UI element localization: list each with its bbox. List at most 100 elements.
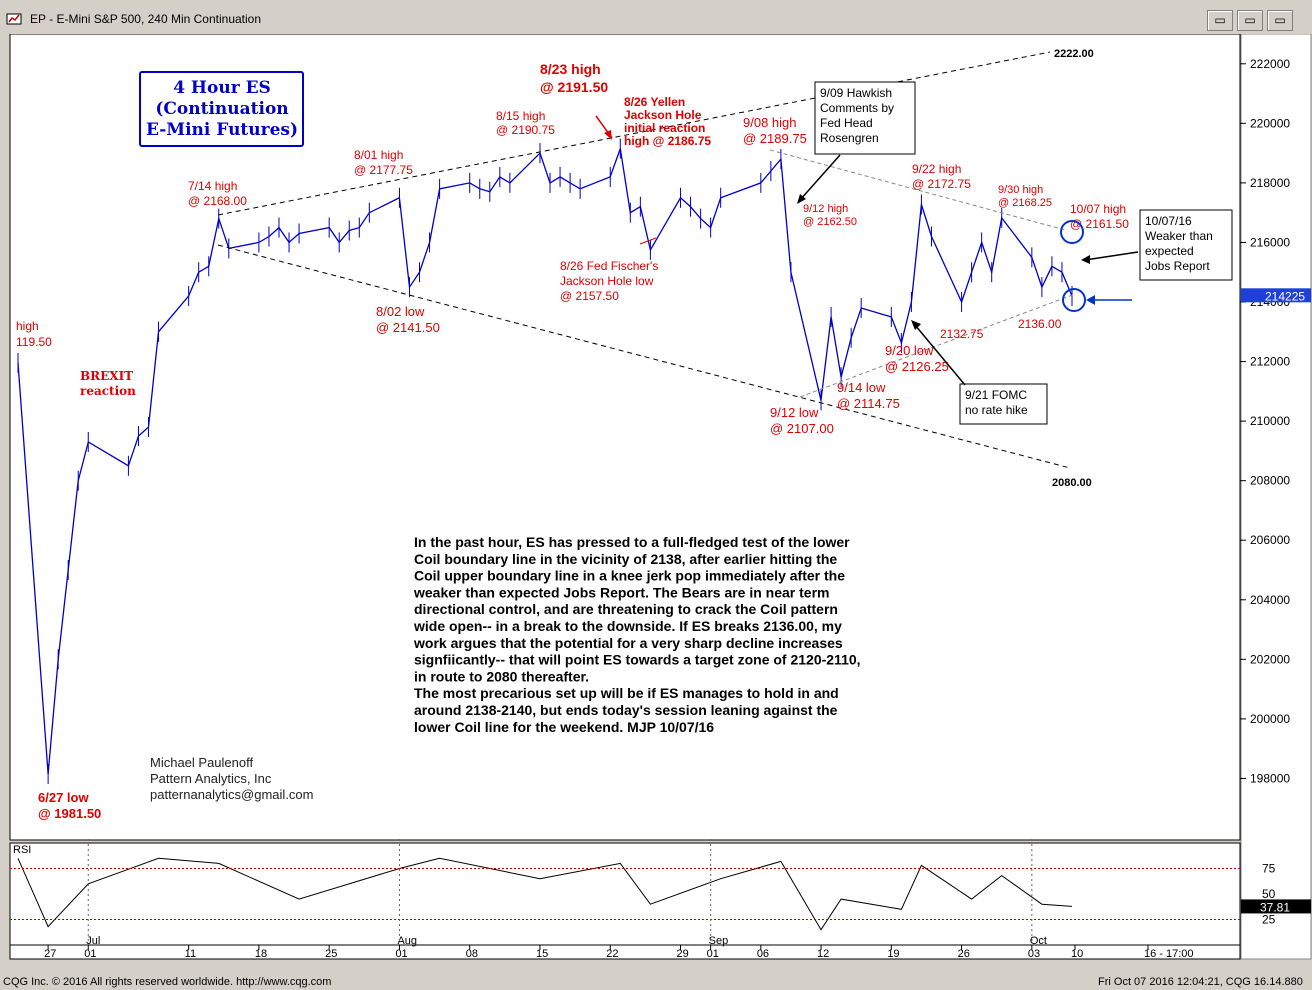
- jobs-callout-line-2: expected: [1145, 244, 1194, 258]
- aug26-yellen-label-line-0: 8/26 Yellen: [624, 95, 685, 109]
- x-day-label-14: 26: [958, 948, 970, 960]
- author-line-0: Michael Paulenoff: [150, 755, 253, 770]
- pennant-upper-line: [769, 149, 1066, 231]
- x-day-label-8: 22: [606, 948, 618, 960]
- x-day-label-5: 01: [395, 948, 407, 960]
- x-day-label-6: 08: [466, 948, 478, 960]
- coil-test-arrow-head: [1086, 295, 1095, 305]
- aug26-yellen-label-line-3: high @ 2186.75: [624, 134, 711, 148]
- sep12-high-label-line-0: 9/12 high: [803, 203, 848, 215]
- y-tick-label-6: 210000: [1250, 414, 1290, 428]
- sep12-high-label-line-1: @ 2162.50: [803, 216, 857, 228]
- sep14-low-label-line-0: 9/14 low: [837, 380, 886, 395]
- commentary-line-3: weaker than expected Jobs Report. The Be…: [413, 584, 830, 600]
- x-day-label-1: 01: [84, 948, 96, 960]
- aug23-high-label-line-0: 8/23 high: [540, 61, 601, 77]
- x-day-label-13: 19: [887, 948, 899, 960]
- author-line-1: Pattern Analytics, Inc: [150, 771, 272, 786]
- aug15-high-label-line-0: 8/15 high: [496, 109, 545, 123]
- aug15-high-label-line-1: @ 2190.75: [496, 123, 555, 137]
- sep20-low-label-line-0: 9/20 low: [885, 343, 934, 358]
- jul14-high-label-line-0: 7/14 high: [188, 179, 237, 193]
- author-line-2: patternanalytics@gmail.com: [150, 787, 313, 802]
- x-day-label-17: 16 - 17:00: [1144, 948, 1194, 960]
- sep12-low-label-line-1: @ 2107.00: [770, 421, 834, 436]
- chart-title-box: [139, 71, 304, 147]
- sep30-high-label-line-1: @ 2168.25: [998, 197, 1052, 209]
- aug26-fischer-label-line-2: @ 2157.50: [560, 289, 619, 303]
- aug26-yellen-label-line-1: Jackson Hole: [624, 108, 702, 122]
- rsi-tick-label-0: 75: [1262, 862, 1276, 876]
- status-time: Fri Oct 07 2016 12:04:21, CQG 16.14.880: [1098, 976, 1303, 988]
- maximize-button[interactable]: ▭: [1267, 10, 1293, 31]
- brexit-label-line-0: BREXIT: [80, 369, 133, 383]
- jobs-arrow: [1084, 251, 1139, 261]
- x-day-label-10: 01: [707, 948, 719, 960]
- aug23-arrow-head: [604, 130, 612, 140]
- x-day-label-16: 10: [1071, 948, 1083, 960]
- commentary-line-9: The most precarious set up will be if ES…: [414, 685, 839, 701]
- y-axis-band: [1240, 34, 1312, 960]
- sep12-low-label-line-0: 9/12 low: [770, 405, 819, 420]
- low-2136-label: 2136.00: [1018, 317, 1062, 331]
- commentary-line-4: directional control, and are threatening…: [414, 601, 838, 617]
- rsi-current-box: [1241, 899, 1311, 914]
- chart-title-line-1: (Continuation: [155, 99, 288, 119]
- y-tick-label-10: 202000: [1250, 652, 1290, 666]
- jobs-arrow-head: [1081, 255, 1090, 264]
- commentary-line-0: In the past hour, ES has pressed to a fu…: [414, 534, 850, 550]
- y-tick-label-11: 200000: [1250, 712, 1290, 726]
- oct07-high-label-line-0: 10/07 high: [1070, 202, 1126, 216]
- price-panel: [9, 34, 1241, 841]
- x-month-label-2: Sep: [709, 935, 729, 947]
- lower-coil-trendline: [217, 244, 1071, 469]
- sep22-high-label-line-0: 9/22 high: [912, 162, 961, 176]
- y-tick-label-12: 198000: [1250, 771, 1290, 785]
- window-title: EP - E-Mini S&P 500, 240 Min Continuatio…: [30, 12, 262, 26]
- rosengren-callout-line-3: Rosengren: [820, 131, 879, 145]
- rsi-panel: [9, 842, 1241, 946]
- rosengren-arrow-head: [797, 194, 806, 204]
- rsi-series-line: [17, 857, 1073, 931]
- x-day-label-3: 18: [255, 948, 267, 960]
- x-day-label-11: 06: [757, 948, 769, 960]
- commentary-line-6: work argues that the potential for a ver…: [413, 635, 843, 651]
- aug02-low-label-line-1: @ 2141.50: [376, 320, 440, 335]
- chart-area: 2220002200002180002160002140002120002100…: [9, 34, 1312, 960]
- sep22-high-label-line-1: @ 2172.75: [912, 177, 971, 191]
- fomc-callout-line-1: no rate hike: [965, 403, 1028, 417]
- aug26-yellen-label-line-2: initial reaction: [624, 121, 705, 135]
- x-day-label-4: 25: [325, 948, 337, 960]
- aug23-high-label-line-1: @ 2191.50: [540, 79, 608, 95]
- aug02-low-label-line-0: 8/02 low: [376, 304, 425, 319]
- aug01-high-label-line-1: @ 2177.75: [354, 163, 413, 177]
- jobs-callout-line-1: Weaker than: [1145, 229, 1213, 243]
- sep30-high-label-line-0: 9/30 high: [998, 184, 1043, 196]
- y-tick-label-3: 216000: [1250, 235, 1290, 249]
- rsi-label: RSI: [13, 844, 31, 856]
- fomc-callout-line-0: 9/21 FOMC: [965, 388, 1027, 402]
- y-tick-label-8: 206000: [1250, 533, 1290, 547]
- chart-title-line-2: E-Mini Futures): [146, 120, 298, 140]
- y-tick-label-9: 204000: [1250, 593, 1290, 607]
- fomc-arrow-head: [911, 320, 921, 330]
- rosengren-callout-box: [814, 81, 916, 155]
- target-2080-label: 2080.00: [1052, 477, 1092, 489]
- y-tick-label-1: 220000: [1250, 116, 1290, 130]
- rosengren-callout-line-2: Fed Head: [820, 116, 873, 130]
- high-partial-label-line-1: 119.50: [16, 335, 52, 349]
- target-2222-label: 2222.00: [1054, 48, 1094, 60]
- jobs-callout-box: [1139, 209, 1233, 281]
- upper-coil-trendline: [217, 51, 1051, 216]
- minimize-button[interactable]: ▭: [1207, 10, 1233, 31]
- restore-button[interactable]: ▭: [1237, 10, 1263, 31]
- aug01-high-label-line-0: 8/01 high: [354, 148, 403, 162]
- aug26-fischer-label-line-1: Jackson Hole low: [560, 274, 654, 288]
- jobs-callout-line-0: 10/07/16: [1145, 214, 1192, 228]
- low-2132-label: 2132.75: [940, 327, 984, 341]
- brexit-label-line-1: reaction: [80, 384, 136, 398]
- current-price-label: 214225: [1265, 289, 1305, 303]
- commentary-line-10: around 2138-2140, but ends today's sessi…: [414, 702, 838, 718]
- app-icon: [6, 13, 22, 25]
- x-day-label-7: 15: [536, 948, 548, 960]
